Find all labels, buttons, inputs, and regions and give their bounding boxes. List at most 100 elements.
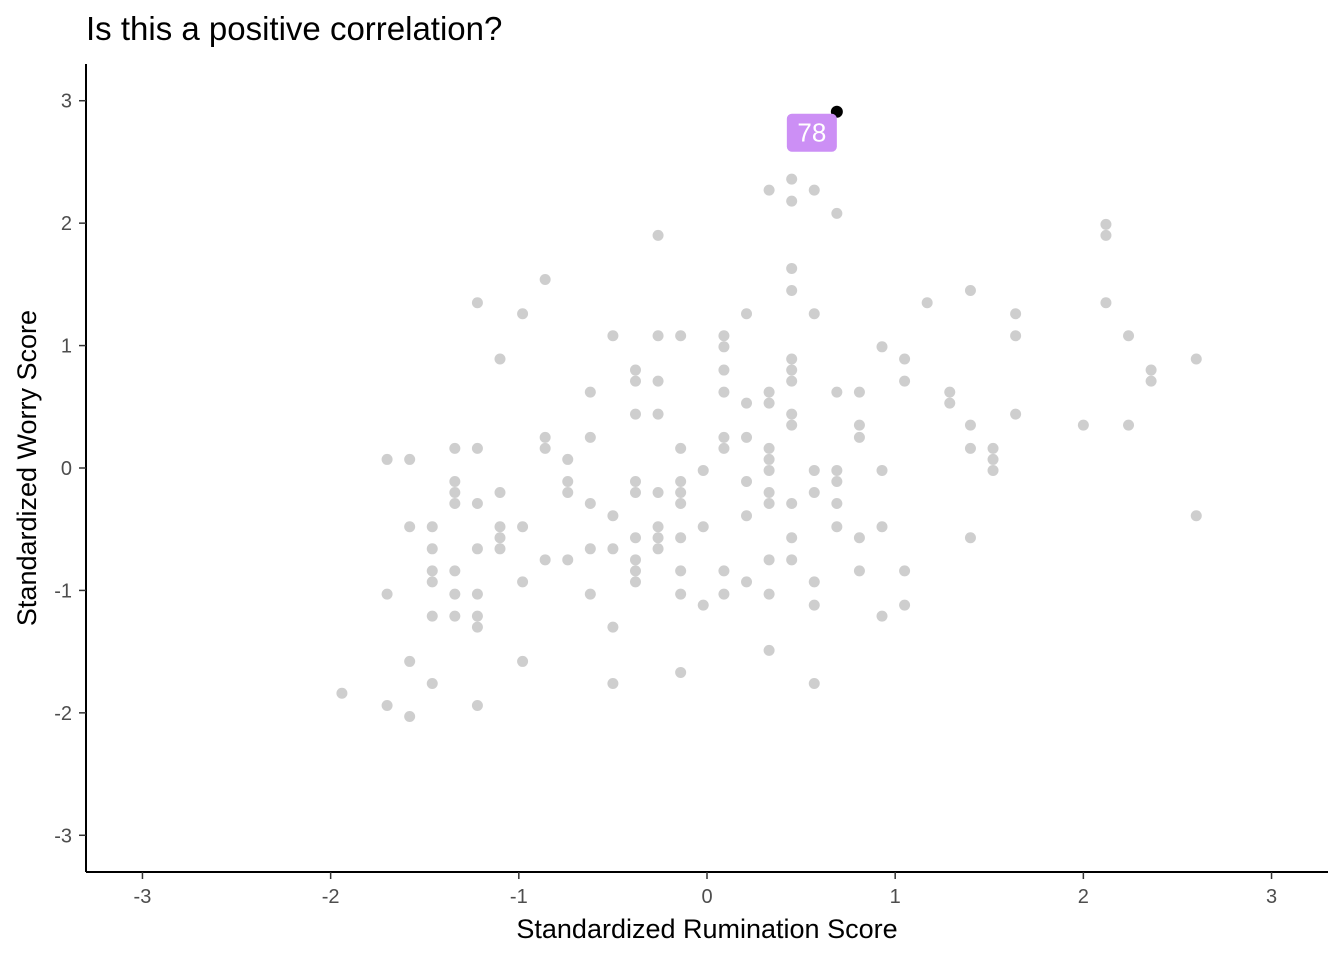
- data-point: [494, 532, 506, 544]
- data-point: [629, 486, 641, 498]
- data-point: [426, 565, 438, 577]
- x-tick-label: 2: [1078, 886, 1089, 908]
- data-point: [494, 521, 506, 533]
- data-point: [629, 565, 641, 577]
- data-point: [675, 588, 687, 600]
- data-point: [539, 554, 551, 566]
- data-point: [763, 554, 775, 566]
- data-point: [741, 397, 753, 409]
- data-point: [718, 565, 730, 577]
- data-point: [1145, 375, 1157, 387]
- data-point: [697, 521, 709, 533]
- data-point: [471, 588, 483, 600]
- data-point: [964, 532, 976, 544]
- data-point: [899, 375, 911, 387]
- data-point: [449, 442, 461, 454]
- data-point: [808, 576, 820, 588]
- data-point: [786, 262, 798, 274]
- data-point: [539, 442, 551, 454]
- data-point: [471, 700, 483, 712]
- data-point: [1190, 353, 1202, 365]
- data-point: [381, 700, 393, 712]
- data-point: [853, 386, 865, 398]
- data-point: [741, 510, 753, 522]
- data-point: [987, 442, 999, 454]
- data-point: [763, 397, 775, 409]
- data-point: [831, 498, 843, 510]
- data-point: [652, 543, 664, 555]
- data-point: [471, 543, 483, 555]
- data-point: [853, 431, 865, 443]
- data-point: [741, 308, 753, 320]
- x-tick-label: -1: [510, 886, 528, 908]
- data-point: [652, 375, 664, 387]
- data-point: [675, 666, 687, 678]
- data-point: [808, 677, 820, 689]
- data-point: [449, 498, 461, 510]
- chart-title: Is this a positive correlation?: [86, 10, 502, 47]
- data-point: [964, 284, 976, 296]
- data-point: [786, 195, 798, 207]
- data-point: [831, 207, 843, 219]
- y-tick-label: 1: [61, 336, 72, 358]
- data-point: [808, 599, 820, 611]
- data-point: [1010, 308, 1022, 320]
- data-point: [763, 498, 775, 510]
- data-point: [741, 576, 753, 588]
- data-point: [718, 330, 730, 342]
- data-point: [1123, 330, 1135, 342]
- data-point: [763, 588, 775, 600]
- y-tick-label: 2: [61, 213, 72, 235]
- data-point: [426, 543, 438, 555]
- data-point: [629, 408, 641, 420]
- data-point: [987, 453, 999, 465]
- data-point: [987, 464, 999, 476]
- data-point: [763, 486, 775, 498]
- data-point: [831, 464, 843, 476]
- data-point: [675, 498, 687, 510]
- data-point: [718, 341, 730, 353]
- data-point: [471, 297, 483, 309]
- data-point: [629, 532, 641, 544]
- data-point: [697, 464, 709, 476]
- data-point: [562, 475, 574, 487]
- data-point: [607, 621, 619, 633]
- data-point: [763, 442, 775, 454]
- data-point: [404, 453, 416, 465]
- data-point: [1100, 218, 1112, 230]
- data-point: [786, 173, 798, 185]
- data-point: [786, 284, 798, 296]
- data-point: [471, 442, 483, 454]
- data-point: [786, 375, 798, 387]
- data-point: [449, 588, 461, 600]
- data-point: [876, 341, 888, 353]
- data-point: [584, 386, 596, 398]
- data-point: [494, 486, 506, 498]
- data-point: [607, 330, 619, 342]
- data-point: [426, 610, 438, 622]
- data-point: [853, 565, 865, 577]
- y-tick-label: 3: [61, 91, 72, 113]
- data-point: [1190, 510, 1202, 522]
- data-point: [675, 442, 687, 454]
- data-point: [718, 442, 730, 454]
- data-point: [763, 453, 775, 465]
- data-point: [763, 644, 775, 656]
- data-point: [607, 677, 619, 689]
- data-point: [853, 419, 865, 431]
- data-point: [899, 599, 911, 611]
- data-point: [741, 431, 753, 443]
- data-point: [899, 353, 911, 365]
- x-tick-label: 1: [890, 886, 901, 908]
- data-point: [1145, 364, 1157, 376]
- data-point: [517, 308, 529, 320]
- data-point: [449, 475, 461, 487]
- data-point: [539, 273, 551, 285]
- highlight-layer: 78: [786, 105, 843, 152]
- y-tick-label: -1: [54, 580, 72, 602]
- data-point: [718, 588, 730, 600]
- data-point: [763, 184, 775, 196]
- x-tick-label: -2: [322, 886, 340, 908]
